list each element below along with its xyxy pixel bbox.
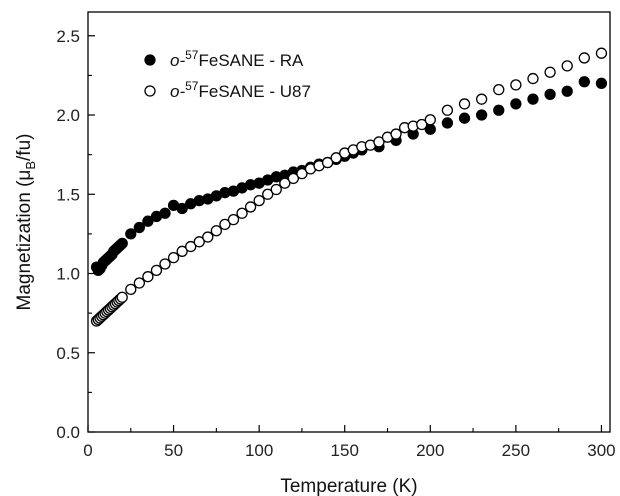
y-tick-label: 0.5: [56, 344, 80, 363]
data-point: [458, 98, 471, 110]
x-tick-label: 50: [164, 441, 183, 460]
y-axis-title-prefix: Magnetization (μ: [14, 170, 35, 311]
legend-label-ra-rest: FeSANE - RA: [198, 51, 304, 70]
data-point: [159, 258, 171, 270]
x-tick-label: 300: [587, 441, 615, 460]
x-axis: 0 50 100 150 200 250 300: [83, 425, 616, 460]
legend-label-u87-prefix: o-: [170, 82, 185, 101]
legend-label-ra-sup: 57: [185, 48, 199, 62]
data-point: [185, 240, 197, 253]
data-point: [193, 236, 205, 248]
data-point: [236, 207, 248, 219]
data-point: [296, 168, 308, 180]
series-0: [90, 76, 608, 276]
data-point: [219, 218, 231, 231]
data-point: [330, 152, 342, 164]
data-point: [373, 136, 385, 148]
y-tick-label: 2.0: [56, 106, 80, 125]
data-point: [202, 231, 214, 243]
legend-marker-ra: [144, 54, 156, 66]
data-point: [416, 118, 428, 131]
legend-label-u87-sup: 57: [185, 79, 199, 93]
legend: o-57FeSANE - RA o-57FeSANE - U87: [144, 48, 311, 101]
x-tick-label: 200: [416, 441, 444, 460]
data-point: [270, 183, 282, 196]
data-point: [527, 93, 539, 105]
data-point: [167, 252, 180, 264]
data-point: [262, 188, 274, 200]
data-point: [244, 201, 257, 213]
y-axis-title: Magnetization (μB/fu): [14, 134, 38, 311]
data-point: [159, 207, 171, 219]
data-point: [475, 93, 488, 105]
data-point: [390, 128, 402, 140]
data-point: [142, 215, 154, 227]
data-point: [176, 245, 188, 257]
legend-label-u87: o-57FeSANE - U87: [170, 79, 311, 101]
data-point: [441, 104, 454, 116]
data-point: [561, 85, 573, 97]
y-axis: 0.0 0.5 1.0 1.5 2.0 2.5: [56, 27, 95, 442]
data-point: [475, 109, 488, 121]
data-point: [176, 202, 188, 215]
data-point: [321, 156, 334, 169]
series-layer: [90, 47, 608, 327]
data-point: [510, 79, 522, 91]
data-point: [287, 172, 300, 185]
data-point: [561, 60, 573, 72]
legend-label-ra: o-57FeSANE - RA: [170, 48, 304, 70]
data-point: [458, 112, 471, 124]
legend-label-ra-prefix: o-: [170, 51, 185, 70]
data-point: [493, 104, 505, 116]
data-point: [527, 72, 539, 85]
data-point: [142, 271, 154, 283]
data-point: [150, 264, 163, 276]
data-point: [424, 114, 436, 126]
x-tick-label: 250: [502, 441, 530, 460]
data-point: [210, 225, 223, 237]
y-tick-label: 1.0: [56, 265, 80, 284]
data-point: [441, 117, 454, 129]
x-tick-label: 0: [83, 441, 92, 460]
data-point: [578, 76, 590, 88]
data-point: [544, 88, 556, 101]
data-point: [279, 177, 291, 189]
series-1: [90, 47, 608, 327]
x-tick-label: 100: [245, 441, 273, 460]
y-axis-title-sub: B: [23, 161, 38, 170]
legend-label-u87-rest: FeSANE - U87: [198, 82, 310, 101]
data-point: [544, 66, 556, 78]
data-point: [595, 47, 608, 59]
x-axis-title: Temperature (K): [280, 476, 417, 496]
data-point: [133, 221, 145, 234]
data-point: [125, 283, 137, 296]
legend-marker-u87: [144, 85, 156, 97]
y-tick-label: 0.0: [56, 423, 80, 442]
data-point: [595, 77, 608, 89]
data-point: [133, 277, 145, 289]
data-point: [253, 194, 265, 207]
data-point: [227, 213, 240, 226]
data-point: [493, 84, 505, 96]
data-point: [116, 237, 128, 250]
x-tick-label: 150: [331, 441, 359, 460]
y-axis-title-suffix: /fu): [14, 134, 35, 161]
y-tick-label: 2.5: [56, 27, 80, 46]
data-point: [510, 98, 522, 110]
data-point: [125, 228, 137, 240]
data-point: [116, 291, 128, 303]
data-point: [578, 52, 590, 64]
plot-frame: [87, 11, 611, 433]
y-tick-label: 1.5: [56, 185, 80, 204]
